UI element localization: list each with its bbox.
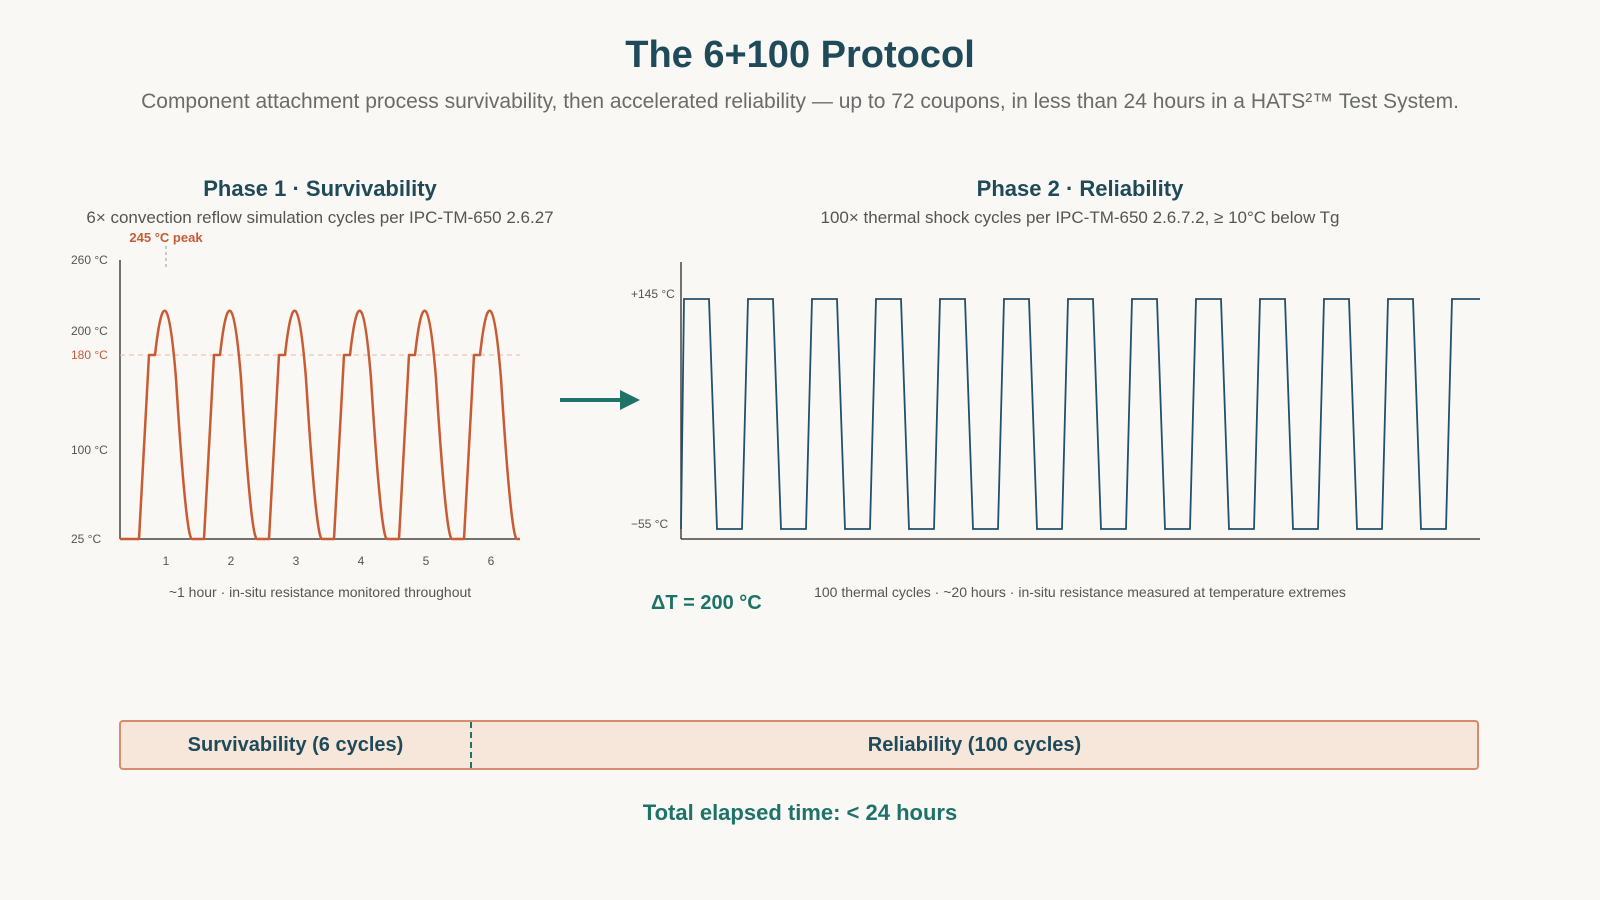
timeline-survivability: Survivability (6 cycles): [187, 734, 404, 756]
total-elapsed-time: Total elapsed time: < 24 hours: [642, 800, 958, 825]
shock-profile-line: [680, 298, 1480, 530]
phase2-title: Phase 2 · Reliability: [976, 176, 1184, 201]
reflow-y-tick-label: 100 °C: [71, 443, 108, 457]
reflow-profile-line: [120, 309, 520, 541]
timeline-reliability: Reliability (100 cycles): [867, 734, 1082, 756]
phase2-caption: 100 thermal cycles · ~20 hours · in-situ…: [814, 584, 1346, 600]
page-subtitle: Component attachment process survivabili…: [141, 90, 1459, 113]
phase1-description: 6× convection reflow simulation cycles p…: [86, 208, 554, 227]
delta-t-label: ΔT = 200 °C: [651, 592, 762, 614]
phase1-caption: ~1 hour · in-situ resistance monitored t…: [168, 584, 472, 600]
reflow-y-tick-label: 180 °C: [71, 348, 108, 362]
shock-y-tick-label: +145 °C: [631, 287, 675, 301]
reflow-y-tick-label: 200 °C: [71, 324, 108, 338]
page-title: The 6+100 Protocol: [625, 34, 975, 76]
reflow-x-tick-label: 4: [358, 554, 365, 568]
reflow-y-tick-label: 260 °C: [71, 253, 108, 267]
reflow-y-tick-label: 25 °C: [71, 532, 101, 546]
thermal-shock-chart: +145 °C −55 °C: [631, 262, 1480, 540]
phase-arrow: [560, 390, 640, 410]
timeline-bar: Survivability (6 cycles) Reliability (10…: [119, 720, 1479, 770]
phase2-description: 100× thermal shock cycles per IPC-TM-650…: [820, 208, 1340, 227]
reflow-x-tick-label: 2: [228, 554, 235, 568]
reflow-x-tick-label: 6: [488, 554, 495, 568]
reflow-x-tick-label: 1: [163, 554, 170, 568]
reflow-peak-label: 245 °C peak: [129, 230, 203, 245]
phase1-title: Phase 1 · Survivability: [203, 176, 437, 201]
reflow-x-tick-label: 5: [423, 554, 430, 568]
reflow-x-tick-label: 3: [293, 554, 300, 568]
shock-y-tick-label: −55 °C: [631, 517, 668, 531]
timeline-divider: [470, 722, 472, 768]
reflow-chart: 260 °C 200 °C 180 °C 100 °C 25 °C 1 2 3 4 5 6 245 °…: [71, 230, 520, 568]
